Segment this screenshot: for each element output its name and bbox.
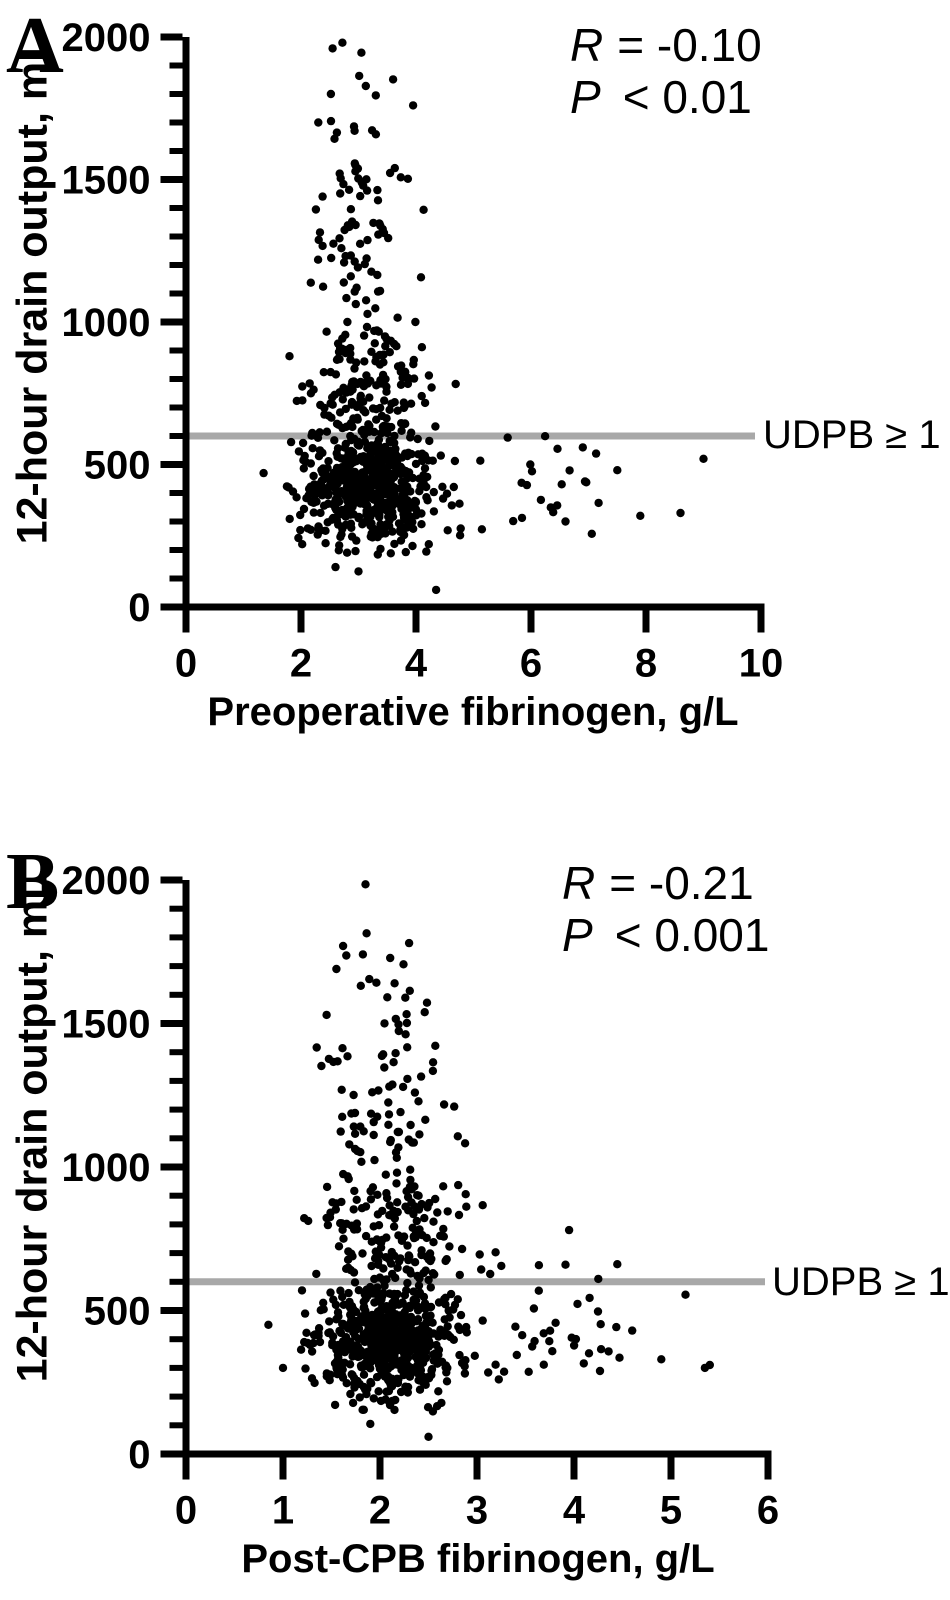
r-value: = -0.10: [617, 19, 762, 71]
panel-a-correlation-line: R = -0.10: [570, 19, 762, 72]
panel-b-correlation-line: R = -0.21: [562, 857, 769, 910]
svg-text:2: 2: [369, 1489, 391, 1533]
panel-b-threshold-label: UDPB ≥ 1: [772, 1260, 950, 1304]
p-symbol: P: [570, 70, 601, 123]
svg-text:0: 0: [175, 642, 197, 686]
svg-text:2: 2: [290, 642, 312, 686]
svg-text:5: 5: [660, 1489, 682, 1533]
p-value: < 0.01: [622, 70, 752, 123]
panel-a-statistics-annotation: R = -0.10 P < 0.01: [570, 19, 762, 124]
panel-b-letter: B: [6, 838, 60, 926]
svg-text:4: 4: [563, 1489, 586, 1533]
svg-text:1500: 1500: [62, 159, 151, 203]
panel-a-threshold-label: UDPB ≥ 1: [763, 413, 941, 457]
svg-text:2000: 2000: [62, 16, 151, 60]
panel-b-pvalue-line: P < 0.001: [562, 908, 770, 962]
svg-text:4: 4: [405, 642, 428, 686]
svg-text:1000: 1000: [62, 1146, 151, 1190]
panel-a-letter: A: [6, 2, 64, 90]
svg-text:500: 500: [84, 444, 151, 488]
svg-text:6: 6: [520, 642, 542, 686]
svg-text:2000: 2000: [62, 859, 151, 903]
svg-text:10: 10: [739, 642, 784, 686]
r-value: = -0.21: [609, 857, 754, 909]
r-symbol: R: [562, 857, 596, 909]
svg-text:1: 1: [272, 1489, 294, 1533]
svg-text:1500: 1500: [62, 1003, 151, 1047]
svg-text:0: 0: [128, 1433, 150, 1477]
svg-text:0: 0: [128, 586, 150, 630]
svg-text:6: 6: [757, 1489, 779, 1533]
r-symbol: R: [570, 19, 604, 71]
p-symbol: P: [562, 908, 593, 961]
svg-text:500: 500: [84, 1290, 151, 1334]
panel-a-y-axis-label: 12-hour drain output, mL: [8, 35, 57, 545]
panel-b-x-axis-label: Post-CPB fibrinogen, g/L: [241, 1537, 715, 1581]
svg-text:0: 0: [175, 1489, 197, 1533]
panel-b-y-axis-label: 12-hour drain output, mL: [8, 873, 57, 1383]
svg-text:8: 8: [635, 642, 657, 686]
panel-a-x-axis-label: Preoperative fibrinogen, g/L: [207, 690, 739, 734]
panel-a-pvalue-line: P < 0.01: [570, 70, 762, 124]
svg-text:1000: 1000: [62, 301, 151, 345]
svg-text:3: 3: [466, 1489, 488, 1533]
p-value: < 0.001: [614, 908, 770, 961]
panel-b-statistics-annotation: R = -0.21 P < 0.001: [562, 857, 770, 962]
